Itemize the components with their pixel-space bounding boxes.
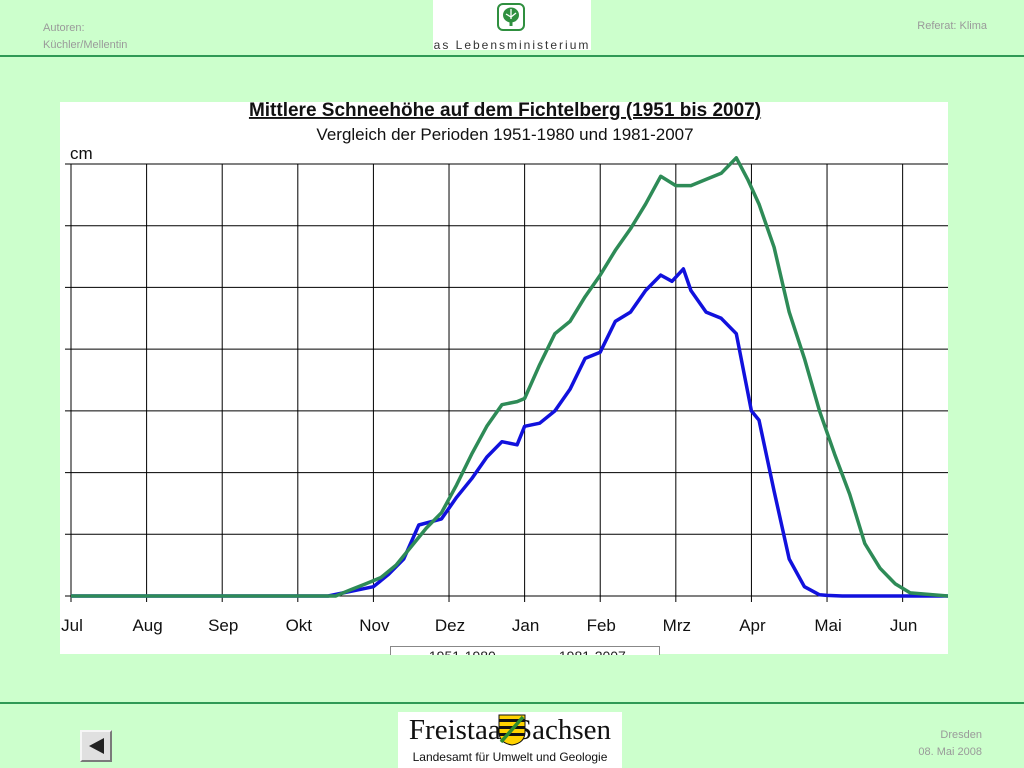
- footer-date: 08. Mai 2008: [918, 746, 982, 758]
- snow-depth-chart: Mittlere Schneehöhe auf dem Fichtelberg …: [60, 102, 948, 654]
- saxony-logo: Freistaat Sachsen Landesamt für Umwelt u…: [398, 712, 622, 768]
- x-tick-label: Nov: [359, 616, 390, 635]
- ministry-logo-text: as Lebensministerium: [433, 38, 591, 50]
- x-tick-label: Mai: [814, 616, 841, 635]
- ministry-logo: as Lebensministerium: [433, 0, 591, 50]
- authors-names: Küchler/Mellentin: [43, 39, 128, 51]
- x-tick-label: Apr: [739, 616, 766, 635]
- legend-label-1951-1980: 1951-1980: [429, 648, 496, 655]
- series-line-1951-1980: [71, 267, 948, 598]
- header-authors: Autoren: Küchler/Mellentin: [43, 20, 127, 54]
- chart-svg: Mittlere Schneehöhe auf dem Fichtelberg …: [61, 102, 948, 635]
- y-axis-label: cm: [70, 144, 93, 163]
- back-button[interactable]: [80, 730, 112, 762]
- legend-item-1981-2007: 1981-2007: [527, 649, 626, 655]
- chart-title: Mittlere Schneehöhe auf dem Fichtelberg …: [249, 102, 761, 121]
- chart-legend: 1951-1980 1981-2007: [390, 646, 660, 655]
- authors-label: Autoren:: [43, 22, 85, 34]
- x-tick-label: Mrz: [663, 616, 691, 635]
- x-tick-label: Jun: [890, 616, 917, 635]
- coat-of-arms-icon: [498, 714, 526, 746]
- legend-label-1981-2007: 1981-2007: [559, 648, 626, 655]
- legend-item-1951-1980: 1951-1980: [397, 649, 496, 655]
- x-tick-label: Jul: [61, 616, 83, 635]
- series-line-1981-2007: [71, 156, 948, 598]
- header-divider: [0, 55, 1024, 57]
- x-tick-label: Aug: [132, 616, 162, 635]
- footer-meta: Dresden 08. Mai 2008: [918, 727, 982, 761]
- x-tick-label: Dez: [435, 616, 465, 635]
- arrow-left-icon: [89, 738, 104, 754]
- chart-subtitle: Vergleich der Perioden 1951-1980 und 198…: [316, 125, 693, 144]
- header-topic: Referat: Klima: [917, 20, 987, 32]
- x-tick-label: Feb: [587, 616, 616, 635]
- tree-icon: [497, 3, 525, 31]
- x-tick-label: Okt: [286, 616, 313, 635]
- footer-place: Dresden: [940, 729, 982, 741]
- footer-divider: [0, 702, 1024, 704]
- agency-name: Landesamt für Umwelt und Geologie: [412, 750, 608, 764]
- x-tick-label: Jan: [512, 616, 539, 635]
- x-tick-label: Sep: [208, 616, 238, 635]
